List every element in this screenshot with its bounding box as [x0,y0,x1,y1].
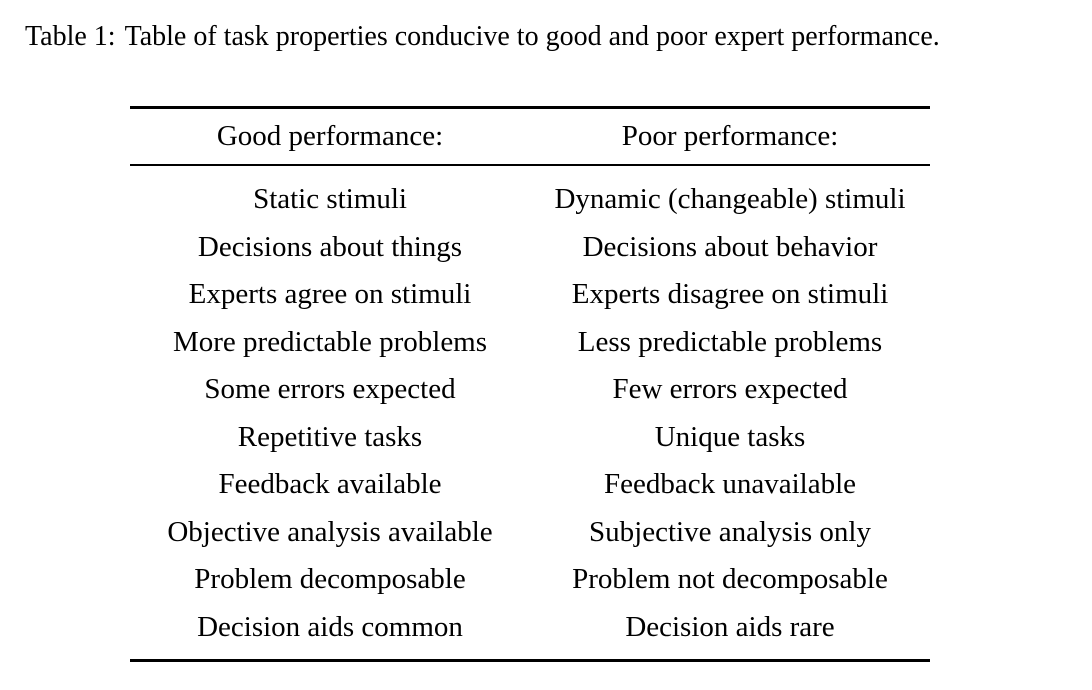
poor-cell: Less predictable problems [577,325,883,358]
poor-cell: Experts disagree on stimuli [571,278,889,311]
table-row: Decisions about things Decisions about b… [130,224,930,272]
good-cell: Decisions about things [197,230,463,263]
poor-cell: Few errors expected [612,373,848,406]
column-header-poor-performance: Poor performance: [621,120,839,152]
caption-text: Table of task properties conducive to go… [124,21,940,52]
poor-cell: Subjective analysis only [589,515,871,548]
table-row: Some errors expected Few errors expected [130,366,930,414]
poor-cell: Feedback unavailable [603,468,857,501]
table-caption: Table 1: Table of task properties conduci… [25,20,1075,54]
good-cell: Decision aids common [197,610,463,643]
good-cell: More predictable problems [172,325,488,358]
table-row: Static stimuli Dynamic (changeable) stim… [130,176,930,224]
good-cell: Static stimuli [253,183,407,216]
poor-cell: Problem not decomposable [572,563,888,596]
good-cell: Some errors expected [204,373,456,406]
table-row: More predictable problems Less predictab… [130,319,930,367]
table-row: Decision aids common Decision aids rare [130,604,930,652]
header-rule [130,164,930,166]
good-cell: Objective analysis available [167,515,493,548]
table-row: Objective analysis available Subjective … [130,509,930,557]
bottom-rule [130,659,930,662]
poor-cell: Decisions about behavior [582,230,878,263]
good-cell: Problem decomposable [194,563,466,596]
table-body: Static stimuli Dynamic (changeable) stim… [130,166,930,659]
good-cell: Experts agree on stimuli [188,278,472,311]
task-properties-table: Good performance: Poor performance: Stat… [130,106,930,662]
table-header-row: Good performance: Poor performance: [130,109,930,164]
table-row: Problem decomposable Problem not decompo… [130,556,930,604]
good-cell: Repetitive tasks [237,420,423,453]
poor-cell: Decision aids rare [625,610,835,643]
table-row: Feedback available Feedback unavailable [130,461,930,509]
table-row: Experts agree on stimuli Experts disagre… [130,271,930,319]
poor-cell: Dynamic (changeable) stimuli [554,183,906,216]
table-row: Repetitive tasks Unique tasks [130,414,930,462]
top-rule [130,106,930,109]
poor-cell: Unique tasks [654,420,806,453]
good-cell: Feedback available [218,468,442,501]
caption-label: Table 1: [25,21,116,52]
column-header-good-performance: Good performance: [216,120,444,152]
